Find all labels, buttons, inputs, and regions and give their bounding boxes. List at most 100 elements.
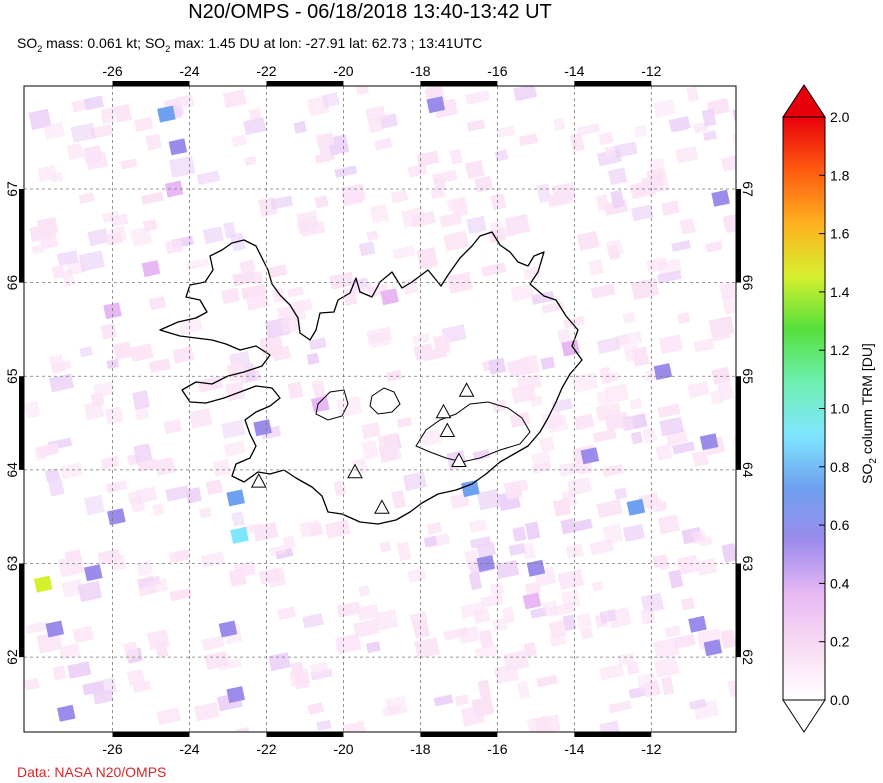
background-cell [534,714,561,732]
map-border-ticks [19,81,741,737]
lon-tick-label-top: -18 [410,63,430,79]
background-cell [474,175,494,193]
background-cell [508,543,526,557]
so2-cell [253,419,272,437]
background-cell [333,480,347,497]
background-cell [633,124,648,139]
background-cell [631,204,654,222]
colorbar-tick-label: 0.8 [830,459,850,475]
background-cell [630,279,651,301]
background-cell [31,244,45,255]
background-cell [201,635,225,651]
background-cell [571,372,598,393]
background-cell [378,444,399,462]
background-cell [353,282,375,295]
background-cell [557,568,585,591]
background-cell [316,719,332,731]
so2-cell [561,339,580,357]
background-cell [366,641,381,654]
iceland-coastline [159,231,583,525]
background-cell [416,150,440,167]
subtitle-part-b: mass: 0.061 kt; SO [42,35,166,51]
background-cell [221,287,240,305]
background-cell [269,344,284,358]
background-cell [306,352,320,366]
background-cell [623,344,641,362]
colorbar-tick-label: 0.2 [830,634,850,650]
background-cell [335,395,363,419]
background-cell [696,558,718,576]
background-cell [488,227,506,244]
background-cell [357,603,380,621]
background-cell [235,726,252,732]
background-cell [411,332,431,345]
background-cell [165,485,190,502]
background-cell [602,463,625,478]
background-cell [596,390,610,407]
background-cell [465,89,491,105]
background-cell [659,416,684,437]
background-cell [308,337,327,351]
background-cell [416,246,438,269]
lon-tick-label-top: -12 [641,63,661,79]
lon-tick-label-bottom: -20 [333,741,353,757]
background-cell [231,134,248,148]
background-cell [719,280,736,302]
background-cell [78,250,105,272]
background-cell [200,551,226,568]
background-cell [227,362,247,382]
background-cell [487,357,507,375]
background-cell [523,265,542,281]
lon-tick-label-bottom: -22 [256,741,276,757]
background-cell [268,652,291,672]
colorbar-label-sub: 2 [868,458,879,464]
background-cell [194,701,220,722]
background-cell [576,230,600,252]
background-cell [626,661,640,675]
background-cell [361,439,379,460]
background-cell [489,581,505,597]
background-cell [154,457,176,476]
background-cell [130,343,154,362]
background-cell [423,86,444,100]
background-cell [361,421,381,440]
frame-bar-top [112,81,190,86]
background-cell [622,523,645,542]
background-cell [619,416,635,432]
background-cell [641,174,664,190]
lon-tick-label-top: -22 [256,63,276,79]
colorbar: 0.0 0.2 0.4 0.6 0.8 1.0 1.2 1.4 1.6 1.8 2.0 SO2 col… [782,84,879,733]
background-cell [154,640,169,659]
background-cell [692,338,715,353]
background-cell [466,119,486,132]
background-cell [540,356,556,370]
frame-bar-right [736,563,741,658]
background-cell [90,392,105,407]
background-cell [710,389,724,405]
background-cell [231,511,245,527]
colorbar-tick-label: 0.0 [830,692,850,708]
background-cell [83,400,105,421]
background-cell [443,627,469,641]
background-cell [510,283,535,302]
background-cell [52,665,67,681]
background-cell [152,503,165,517]
colorbar-tick-label: 0.4 [830,575,850,591]
background-cell [369,203,390,224]
background-cell [523,641,538,658]
so2-cell [688,615,707,633]
so2-cell [226,686,245,704]
data-credit: Data: NASA N20/OMPS [17,764,167,780]
background-cell [503,480,523,500]
background-cell [107,481,121,494]
background-cell [420,429,442,447]
background-cell [562,614,577,632]
background-cell [721,154,736,173]
background-cell [379,540,392,553]
background-cell [466,215,487,235]
background-cell [660,200,680,216]
background-cell [248,107,262,121]
background-cell [708,315,735,338]
background-cell [655,443,674,461]
